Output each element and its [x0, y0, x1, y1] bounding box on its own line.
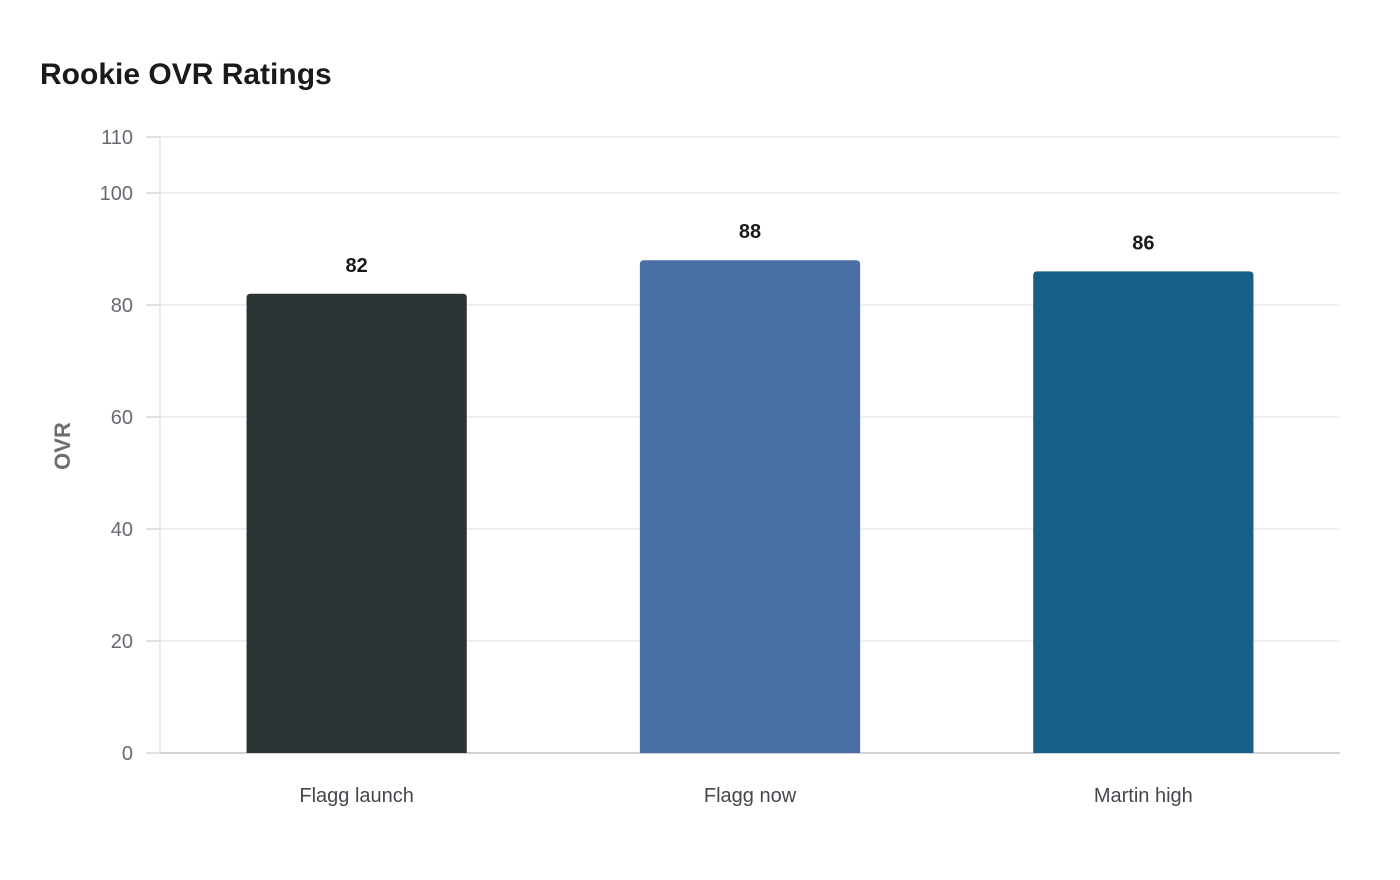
y-tick-label: 60 — [111, 407, 133, 429]
y-tick-label: 100 — [100, 183, 133, 205]
y-tick-label: 110 — [101, 127, 133, 149]
bars — [246, 260, 1254, 753]
bar-value-labels: 82 88 86 — [346, 221, 1155, 277]
y-tick-label: 20 — [111, 631, 133, 653]
chart-title: Rookie OVR Ratings — [40, 58, 332, 91]
bar — [1033, 271, 1254, 753]
bar — [246, 293, 467, 753]
x-tick-label: Flagg now — [704, 785, 797, 807]
y-axis-title: OVR — [50, 422, 75, 470]
bar — [639, 260, 861, 753]
y-tick-label: 80 — [111, 295, 133, 317]
y-tick-labels: 0 20 40 60 80 100 110 — [100, 127, 133, 765]
bar-value-label: 86 — [1132, 232, 1154, 254]
bar-value-label: 88 — [739, 221, 761, 243]
x-tick-label: Martin high — [1094, 785, 1193, 807]
y-tick-label: 0 — [122, 743, 133, 765]
y-tick-label: 40 — [111, 519, 133, 541]
x-tick-label: Flagg launch — [299, 785, 414, 807]
bar-value-label: 82 — [346, 255, 368, 277]
x-tick-labels: Flagg launch Flagg now Martin high — [299, 785, 1192, 807]
